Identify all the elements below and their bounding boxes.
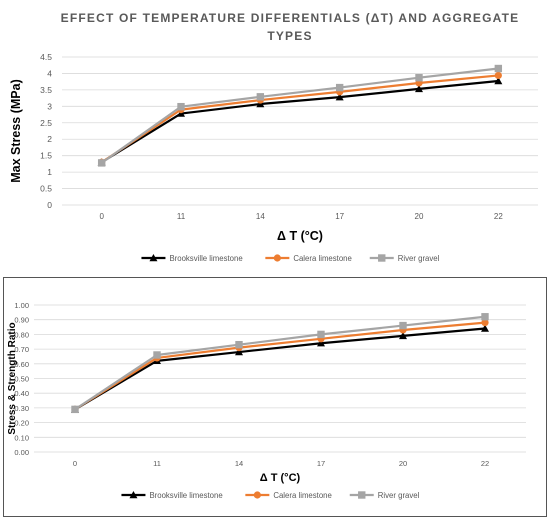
x-tick-label: 20 [399, 459, 407, 468]
stress-chart-panel: EFFECT OF TEMPERATURE DIFFERENTIALS (ΔT)… [9, 11, 538, 263]
x-tick-label: 22 [494, 212, 503, 221]
ratio-chart-panel: 0.00 0.10 0.20 0.30 0.40 0.50 0.60 0.70 0.80 0.90… [3, 277, 547, 517]
data-point-series-3 [177, 102, 185, 111]
y-tick-label: 2 [47, 134, 52, 144]
y-tick-label: 4 [47, 68, 52, 78]
chart-title-line: EFFECT OF TEMPERATURE DIFFERENTIALS (ΔT)… [61, 11, 520, 25]
legend-label: Calera limestone [293, 254, 352, 263]
x-axis-label: Δ T (°C) [277, 229, 323, 243]
y-tick-label: 3 [47, 101, 52, 111]
x-tick-label: 14 [235, 459, 243, 468]
legend-marker [358, 491, 366, 499]
legend-marker [129, 491, 138, 499]
data-point-series-3 [256, 93, 265, 101]
x-tick-label: 11 [153, 459, 161, 468]
y-tick-label: 0.50 [14, 375, 29, 384]
x-tick-label: 17 [317, 459, 325, 468]
stress-strength-ratio-chart: 0.00 0.10 0.20 0.30 0.40 0.50 0.60 0.70 0.80 0.90… [7, 301, 526, 500]
y-tick-label: 0.00 [14, 448, 29, 457]
x-tick-label: 0 [73, 459, 77, 468]
data-point-series-3 [317, 330, 325, 339]
legend-label: Calera limestone [273, 491, 332, 500]
data-point-series-3 [481, 313, 489, 321]
series-line-3 [74, 315, 486, 411]
series-line-2 [74, 321, 486, 411]
data-point-series-1 [415, 84, 423, 93]
series-line-2 [101, 74, 499, 164]
y-tick-label: 2.5 [40, 118, 52, 128]
y-tick-label: 0.10 [14, 433, 29, 442]
y-tick-label: 3.5 [40, 85, 52, 95]
y-tick-label: 1.5 [40, 151, 52, 161]
y-tick-label: 0.60 [14, 360, 29, 369]
series-line-3 [101, 67, 499, 164]
x-tick-label: 22 [481, 459, 489, 468]
x-axis-label: Δ T (°C) [260, 472, 301, 484]
x-tick-label: 0 [99, 212, 104, 221]
legend-label: River gravel [398, 254, 440, 263]
y-tick-label: 4.5 [40, 52, 52, 62]
chart-title-line: TYPES [267, 29, 312, 43]
data-point-series-3 [97, 159, 106, 167]
y-tick-label: 0.40 [14, 389, 29, 398]
data-point-series-3 [235, 340, 243, 349]
legend-marker [253, 491, 261, 499]
y-tick-label: 0.20 [14, 419, 29, 428]
y-tick-label: 1.00 [14, 301, 29, 310]
data-point-series-2 [481, 319, 489, 327]
legend-marker [273, 254, 281, 262]
y-axis-label: Max Stress (MPa) [9, 79, 23, 183]
y-tick-label: 0.90 [14, 316, 29, 325]
legend-marker [378, 254, 386, 262]
data-point-series-2 [494, 71, 502, 80]
y-tick-label: 0.70 [14, 345, 29, 354]
series-line-1 [101, 79, 499, 164]
data-point-series-3 [335, 83, 344, 92]
data-point-series-1 [494, 77, 503, 85]
y-tick-label: 0 [47, 200, 52, 210]
max-stress-chart: EFFECT OF TEMPERATURE DIFFERENTIALS (ΔT)… [9, 11, 538, 263]
x-tick-label: 20 [415, 212, 424, 221]
y-tick-label: 0.30 [14, 404, 29, 413]
x-tick-label: 17 [335, 212, 344, 221]
data-point-series-1 [317, 339, 325, 347]
x-tick-label: 11 [177, 212, 186, 221]
data-point-series-3 [494, 64, 503, 73]
legend-marker [149, 254, 158, 262]
data-point-series-1 [399, 331, 407, 340]
data-point-series-1 [235, 348, 243, 356]
y-tick-label: 0.80 [14, 330, 29, 339]
data-point-series-3 [153, 351, 161, 359]
legend-label: Brooksville limestone [169, 254, 242, 263]
data-point-series-1 [481, 324, 489, 332]
legend-label: River gravel [378, 491, 420, 500]
data-point-series-3 [415, 74, 423, 82]
data-point-series-3 [71, 405, 79, 414]
y-tick-label: 1 [47, 167, 52, 177]
x-tick-label: 14 [256, 212, 265, 221]
data-point-series-1 [335, 93, 344, 101]
y-tick-label: 0.5 [40, 184, 52, 194]
data-point-series-3 [399, 321, 407, 330]
legend-label: Brooksville limestone [149, 491, 222, 500]
y-axis-label: Stress & Strength Ratio [7, 322, 18, 434]
series-line-1 [74, 327, 486, 411]
